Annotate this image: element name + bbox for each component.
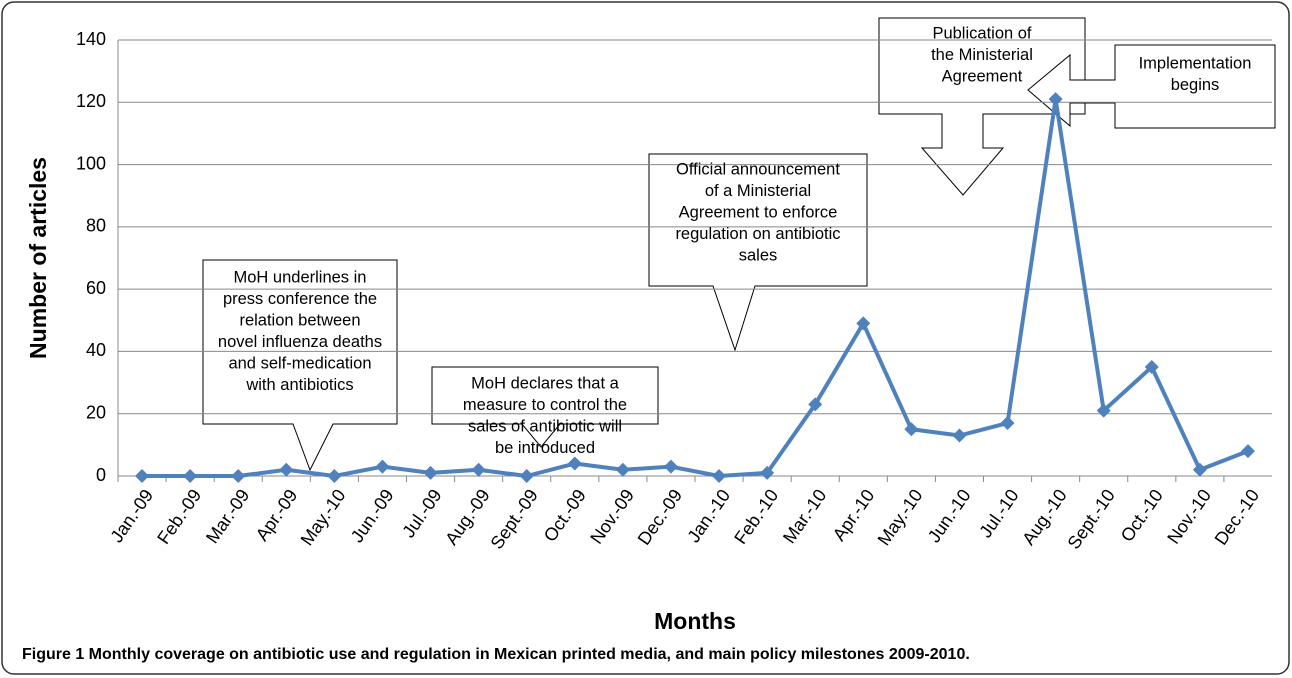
marker [760, 465, 775, 480]
marker [231, 469, 246, 483]
x-tick-label: Aug.-10 [1018, 486, 1071, 549]
x-tick-label: Feb.-10 [730, 486, 782, 548]
annotation: sales [739, 246, 778, 264]
annotation: Agreement to enforce [679, 203, 838, 221]
series-line [142, 97, 1249, 478]
x-tick-label: Nov.-09 [586, 486, 638, 548]
x-tick-label: Jan.-10 [683, 486, 734, 547]
callout [1027, 44, 1276, 129]
annotation: Publication of [932, 24, 1031, 42]
x-tick-label: Aug.-09 [441, 486, 494, 549]
x-tick-label: Nov.-10 [1163, 486, 1215, 548]
y-axis-title: Number of articles [25, 157, 51, 359]
annotation: regulation on antibiotic [675, 225, 840, 243]
x-tick-label: Dec.-10 [1211, 486, 1264, 549]
marker [952, 428, 967, 443]
annotation: MoH declares that a [471, 374, 619, 392]
x-tick-label: Jan.-09 [106, 486, 157, 547]
y-tick-label: 140 [76, 29, 106, 49]
annotation: with antibiotics [245, 376, 353, 394]
marker [375, 459, 390, 474]
x-tick-label: Oct.-10 [1117, 486, 1167, 546]
annotation: sales of antibiotic will [468, 417, 622, 435]
y-tick-label: 80 [86, 216, 106, 236]
annotation: the Ministerial [931, 46, 1033, 64]
annotation: novel influenza deaths [218, 333, 382, 351]
x-tick-label: Dec.-09 [634, 486, 687, 549]
marker [808, 397, 823, 412]
y-tick-label: 60 [86, 278, 106, 298]
marker [1000, 416, 1015, 431]
annotation: relation between [239, 311, 360, 329]
annotation: Official announcement [676, 160, 840, 178]
callout [431, 366, 659, 448]
x-tick-label: Mar.-10 [779, 486, 830, 547]
marker [856, 316, 871, 331]
callout [648, 153, 868, 352]
marker [1144, 360, 1159, 374]
annotation: begins [1171, 76, 1220, 94]
y-tick-label: 40 [86, 340, 106, 360]
marker [712, 469, 727, 483]
x-tick-label: May.-10 [297, 486, 350, 550]
callouts [202, 17, 1276, 472]
marker [279, 462, 294, 477]
marker [1240, 444, 1255, 459]
x-tick-label: Jul.-09 [398, 486, 445, 542]
x-axis-title: Months [654, 608, 736, 634]
y-tick-label: 120 [76, 91, 106, 111]
caption: Figure 1 Monthly coverage on antibiotic … [22, 646, 970, 663]
marker [135, 469, 150, 483]
marker [471, 462, 486, 477]
marker [1096, 403, 1111, 418]
annotation: Agreement [942, 67, 1023, 85]
annotation: MoH underlines in [234, 268, 367, 286]
x-tick-label: Jun.-10 [924, 486, 975, 547]
x-tick-label: Apr.-09 [252, 486, 302, 545]
marker [567, 456, 582, 471]
annotation: measure to control the [463, 396, 627, 414]
marker [183, 469, 198, 483]
marker [904, 422, 919, 437]
x-tick-label: Mar.-09 [202, 486, 253, 547]
marker [423, 465, 438, 480]
x-tick-label: Apr.-10 [829, 486, 879, 545]
marker [1192, 462, 1207, 477]
annotation: of a Ministerial [705, 182, 811, 200]
x-tick-label: Oct.-09 [540, 486, 590, 546]
annotation: and self-medication [228, 354, 371, 372]
marker [663, 459, 678, 474]
annotation: be introduced [495, 439, 595, 457]
annotation: press conference the [223, 290, 377, 308]
y-tick-label: 0 [96, 465, 106, 485]
x-tick-label: Feb.-09 [153, 486, 205, 548]
x-tick-label: Sept.-10 [1063, 486, 1118, 553]
marker [519, 469, 534, 483]
marker [327, 469, 342, 483]
marker [615, 462, 630, 477]
x-tick-label: Jun.-09 [347, 486, 398, 547]
x-tick-label: Jul.-10 [975, 486, 1022, 542]
annotation: Implementation [1139, 54, 1252, 72]
callout [202, 259, 398, 472]
x-tick-label: May.-10 [874, 486, 927, 550]
y-tick-label: 100 [76, 153, 106, 173]
marker [1048, 92, 1063, 107]
x-tick-label: Sept.-09 [486, 486, 541, 553]
y-tick-label: 20 [86, 402, 106, 422]
